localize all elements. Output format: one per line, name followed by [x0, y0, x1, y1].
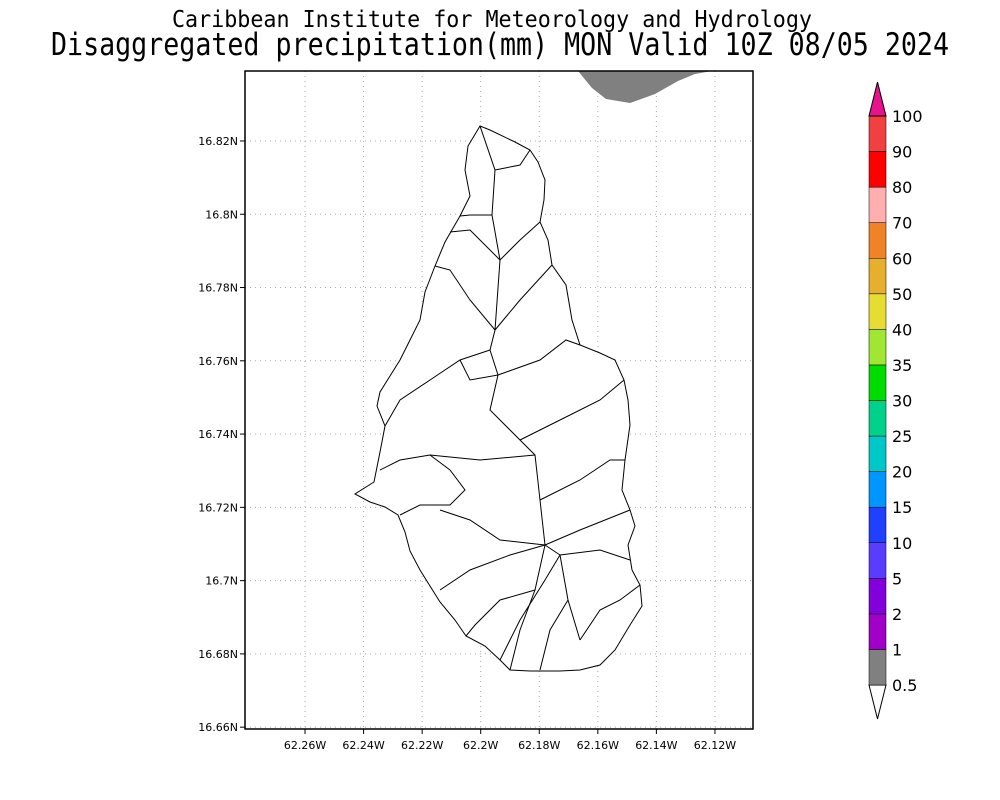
colorbar-label: 70: [892, 214, 912, 233]
map-area: [244, 70, 754, 730]
colorbar-box: [868, 400, 887, 437]
colorbar-label: 80: [892, 178, 912, 197]
x-tick-label: 62.14W: [635, 739, 677, 752]
y-tick-label: 16.8N: [205, 208, 238, 221]
colorbar-box: [868, 578, 887, 615]
x-tick-label: 62.12W: [694, 739, 736, 752]
x-tick-label: 62.2W: [463, 739, 498, 752]
colorbar-label: 35: [892, 356, 912, 375]
x-tick-label: 62.18W: [518, 739, 560, 752]
colorbar-arrow-low: [868, 684, 887, 720]
colorbar-label: 60: [892, 249, 912, 268]
watershed-lines: [379, 125, 641, 671]
rain-area: [578, 71, 712, 103]
map-subtitle: Disaggregated precipitation(mm) MON Vali…: [51, 27, 949, 63]
colorbar-label: 5: [892, 569, 902, 588]
y-tick-label: 16.76N: [198, 355, 238, 368]
island-outline: [354, 125, 643, 672]
colorbar-box: [868, 222, 887, 259]
y-tick-label: 16.7N: [205, 575, 238, 588]
colorbar-box: [868, 471, 887, 508]
map-title: Caribbean Institute for Meteorology and …: [172, 7, 812, 33]
colorbar-box: [868, 613, 887, 650]
colorbar-label: 40: [892, 320, 912, 339]
y-tick-label: 16.74N: [198, 428, 238, 441]
colorbar-box: [868, 186, 887, 223]
x-tick-label: 62.22W: [401, 739, 443, 752]
colorbar-label: 20: [892, 463, 912, 482]
colorbar-label: 1: [892, 640, 902, 659]
y-tick-label: 16.78N: [198, 282, 238, 295]
colorbar-label: 25: [892, 427, 912, 446]
colorbar-label: 0.5: [892, 676, 917, 695]
colorbar-box: [868, 293, 887, 330]
colorbar-label: 2: [892, 605, 902, 624]
colorbar-box: [868, 364, 887, 401]
colorbar-box: [868, 258, 887, 295]
colorbar-box: [868, 115, 887, 152]
colorbar-label: 100: [892, 107, 923, 126]
y-tick-label: 16.82N: [198, 135, 238, 148]
colorbar-arrow-high: [868, 81, 887, 117]
colorbar-box: [868, 506, 887, 543]
x-tick-label: 62.16W: [577, 739, 619, 752]
colorbar-label: 10: [892, 534, 912, 553]
y-tick-label: 16.66N: [198, 721, 238, 734]
y-tick-label: 16.72N: [198, 501, 238, 514]
x-tick-label: 62.26W: [284, 739, 326, 752]
map-frame: [244, 70, 754, 730]
colorbar-label: 90: [892, 143, 912, 162]
colorbar-box: [868, 151, 887, 188]
colorbar-box: [868, 649, 887, 686]
colorbar-label: 50: [892, 285, 912, 304]
y-tick-label: 16.68N: [198, 648, 238, 661]
colorbar-box: [868, 542, 887, 579]
colorbar-label: 30: [892, 392, 912, 411]
colorbar-label: 15: [892, 498, 912, 517]
colorbar-box: [868, 329, 887, 366]
x-tick-label: 62.24W: [342, 739, 384, 752]
colorbar-box: [868, 435, 887, 472]
